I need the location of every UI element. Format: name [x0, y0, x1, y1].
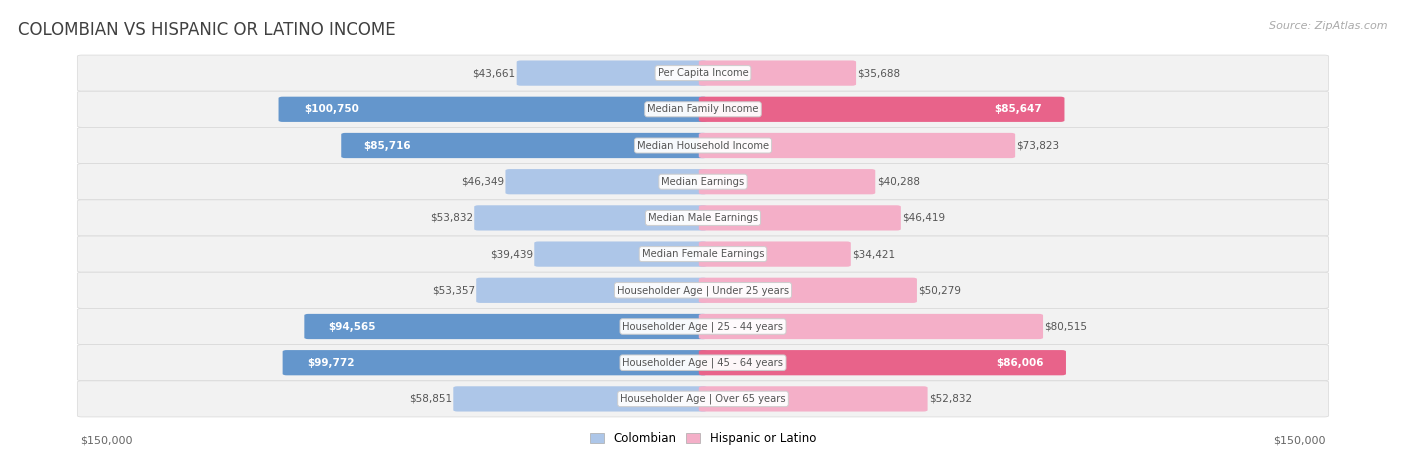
Text: $53,357: $53,357 [432, 285, 475, 295]
FancyBboxPatch shape [699, 169, 876, 194]
Text: $53,832: $53,832 [430, 213, 472, 223]
FancyBboxPatch shape [474, 205, 707, 231]
FancyBboxPatch shape [304, 314, 707, 339]
FancyBboxPatch shape [699, 205, 901, 231]
FancyBboxPatch shape [342, 133, 707, 158]
FancyBboxPatch shape [77, 127, 1329, 163]
FancyBboxPatch shape [77, 236, 1329, 272]
Text: $58,851: $58,851 [409, 394, 451, 404]
Text: Householder Age | Over 65 years: Householder Age | Over 65 years [620, 394, 786, 404]
FancyBboxPatch shape [699, 278, 917, 303]
FancyBboxPatch shape [477, 278, 707, 303]
FancyBboxPatch shape [77, 345, 1329, 381]
Text: Median Family Income: Median Family Income [647, 104, 759, 114]
Text: $86,006: $86,006 [997, 358, 1043, 368]
Text: $80,515: $80,515 [1045, 321, 1087, 332]
Text: $73,823: $73,823 [1017, 141, 1060, 150]
Text: $39,439: $39,439 [489, 249, 533, 259]
FancyBboxPatch shape [77, 272, 1329, 308]
FancyBboxPatch shape [699, 241, 851, 267]
FancyBboxPatch shape [453, 386, 707, 411]
FancyBboxPatch shape [699, 97, 1064, 122]
FancyBboxPatch shape [77, 308, 1329, 345]
Text: $99,772: $99,772 [308, 358, 356, 368]
Text: $43,661: $43,661 [472, 68, 515, 78]
FancyBboxPatch shape [516, 61, 707, 86]
Text: $85,716: $85,716 [363, 141, 411, 150]
FancyBboxPatch shape [505, 169, 707, 194]
FancyBboxPatch shape [283, 350, 707, 375]
FancyBboxPatch shape [699, 386, 928, 411]
Text: $35,688: $35,688 [858, 68, 901, 78]
FancyBboxPatch shape [699, 314, 1043, 339]
Text: $150,000: $150,000 [1274, 436, 1326, 446]
Text: Median Male Earnings: Median Male Earnings [648, 213, 758, 223]
Text: $46,419: $46,419 [903, 213, 945, 223]
Text: Householder Age | 25 - 44 years: Householder Age | 25 - 44 years [623, 321, 783, 332]
Text: $94,565: $94,565 [328, 321, 375, 332]
FancyBboxPatch shape [534, 241, 707, 267]
Text: Householder Age | 45 - 64 years: Householder Age | 45 - 64 years [623, 357, 783, 368]
Text: $52,832: $52,832 [929, 394, 972, 404]
FancyBboxPatch shape [77, 55, 1329, 91]
FancyBboxPatch shape [699, 61, 856, 86]
Legend: Colombian, Hispanic or Latino: Colombian, Hispanic or Latino [585, 427, 821, 449]
Text: $85,647: $85,647 [994, 104, 1042, 114]
Text: $46,349: $46,349 [461, 177, 503, 187]
FancyBboxPatch shape [77, 200, 1329, 236]
Text: Median Earnings: Median Earnings [661, 177, 745, 187]
FancyBboxPatch shape [77, 163, 1329, 200]
FancyBboxPatch shape [77, 381, 1329, 417]
FancyBboxPatch shape [699, 350, 1066, 375]
Text: $50,279: $50,279 [918, 285, 962, 295]
Text: Median Household Income: Median Household Income [637, 141, 769, 150]
Text: $40,288: $40,288 [877, 177, 920, 187]
Text: Median Female Earnings: Median Female Earnings [641, 249, 765, 259]
Text: Source: ZipAtlas.com: Source: ZipAtlas.com [1270, 21, 1388, 31]
FancyBboxPatch shape [77, 91, 1329, 127]
Text: Per Capita Income: Per Capita Income [658, 68, 748, 78]
Text: $150,000: $150,000 [80, 436, 132, 446]
FancyBboxPatch shape [699, 133, 1015, 158]
Text: $100,750: $100,750 [304, 104, 359, 114]
Text: Householder Age | Under 25 years: Householder Age | Under 25 years [617, 285, 789, 296]
Text: $34,421: $34,421 [852, 249, 896, 259]
FancyBboxPatch shape [278, 97, 707, 122]
Text: COLOMBIAN VS HISPANIC OR LATINO INCOME: COLOMBIAN VS HISPANIC OR LATINO INCOME [18, 21, 396, 39]
